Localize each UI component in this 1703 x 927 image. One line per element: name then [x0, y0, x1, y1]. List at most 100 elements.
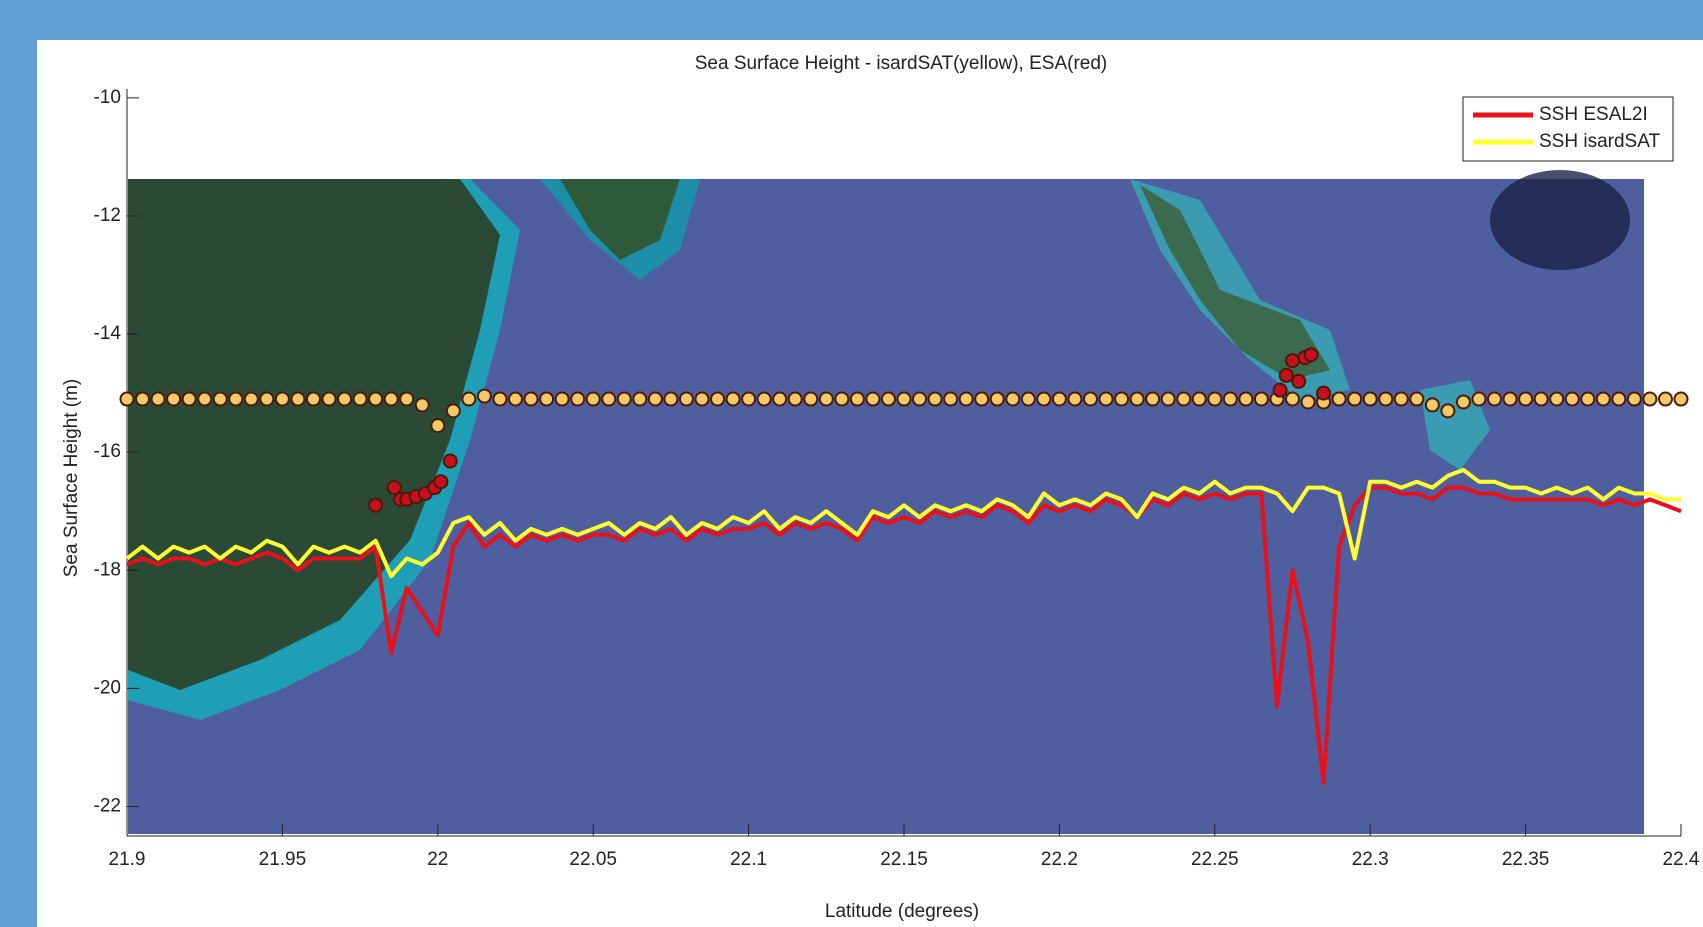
point: [1549, 391, 1565, 407]
point: [1238, 391, 1254, 407]
legend-label: SSH isardSAT: [1539, 131, 1660, 152]
point: [399, 391, 415, 407]
x-tick-label: 22.35: [1502, 849, 1550, 870]
point: [1272, 382, 1288, 398]
point: [539, 391, 555, 407]
point: [414, 397, 430, 413]
point: [1082, 391, 1098, 407]
point: [1098, 391, 1114, 407]
point: [181, 391, 197, 407]
x-tick-label: 22.25: [1191, 849, 1239, 870]
point: [1160, 391, 1176, 407]
point: [1316, 385, 1332, 401]
point: [554, 391, 570, 407]
line: [125, 467, 1681, 579]
point: [663, 391, 679, 407]
point: [1285, 353, 1300, 369]
point: [1362, 391, 1378, 407]
point: [974, 391, 990, 407]
x-tick-label: 22.3: [1352, 849, 1389, 870]
point: [212, 391, 228, 407]
point: [912, 391, 928, 407]
point: [442, 453, 458, 469]
point: [1487, 391, 1503, 407]
point: [352, 391, 368, 407]
point: [166, 391, 182, 407]
point: [1253, 391, 1269, 407]
point: [772, 391, 788, 407]
point: [849, 391, 865, 407]
point: [1533, 391, 1549, 407]
y-tick-label: -22: [94, 795, 121, 816]
point: [1409, 391, 1425, 407]
point: [386, 480, 402, 496]
legend: SSH ESAL2I SSH isardSAT: [1462, 96, 1674, 162]
point: [523, 391, 539, 407]
point: [1036, 391, 1052, 407]
chart-title: Sea Surface Height - isardSAT(yellow), E…: [695, 53, 1108, 74]
y-tick-label: -12: [94, 205, 121, 226]
point: [1114, 391, 1130, 407]
point: [647, 391, 663, 407]
point: [383, 391, 399, 407]
y-tick-label: -18: [94, 559, 121, 580]
point: [1051, 391, 1067, 407]
point: [476, 388, 492, 404]
point: [989, 391, 1005, 407]
point: [1005, 391, 1021, 407]
point: [1595, 391, 1611, 407]
x-tick-label: 22.1: [730, 849, 767, 870]
point: [943, 391, 959, 407]
point: [1300, 394, 1316, 410]
point: [1440, 403, 1456, 419]
point: [119, 391, 135, 407]
point: [1176, 391, 1192, 407]
point: [1278, 367, 1294, 383]
point: [1207, 391, 1223, 407]
point: [710, 391, 726, 407]
point: [616, 391, 632, 407]
point: [880, 391, 896, 407]
point: [1642, 391, 1658, 407]
point: [274, 391, 290, 407]
point: [725, 391, 741, 407]
x-tick-label: 22.05: [569, 849, 617, 870]
y-tick-label: -20: [94, 677, 121, 698]
point: [1393, 391, 1409, 407]
point: [585, 391, 601, 407]
point: [1564, 391, 1580, 407]
point: [1611, 391, 1627, 407]
point: [787, 391, 803, 407]
point: [321, 391, 337, 407]
line: [126, 485, 1682, 785]
legend-box: [1462, 96, 1674, 162]
point: [1518, 391, 1534, 407]
point: [433, 474, 449, 490]
y-axis-label: Sea Surface Height (m): [61, 379, 82, 578]
point: [601, 391, 617, 407]
point: [1657, 391, 1673, 407]
x-tick-label: 22: [427, 849, 448, 870]
point: [1291, 373, 1307, 389]
deep-water: [1490, 170, 1630, 270]
point: [865, 391, 881, 407]
point: [1626, 391, 1642, 407]
land: [1140, 185, 1330, 380]
point: [445, 403, 461, 419]
point: [1129, 391, 1145, 407]
point: [1222, 391, 1238, 407]
point: [368, 497, 384, 513]
point: [756, 391, 772, 407]
point: [1067, 391, 1083, 407]
point: [305, 391, 321, 407]
x-tick-label: 21.9: [109, 849, 146, 870]
point: [1191, 391, 1207, 407]
point: [1331, 391, 1347, 407]
legend-label: SSH ESAL2I: [1539, 104, 1648, 125]
point: [135, 391, 151, 407]
point: [570, 391, 586, 407]
point: [290, 391, 306, 407]
point: [1020, 391, 1036, 407]
point: [197, 391, 213, 407]
